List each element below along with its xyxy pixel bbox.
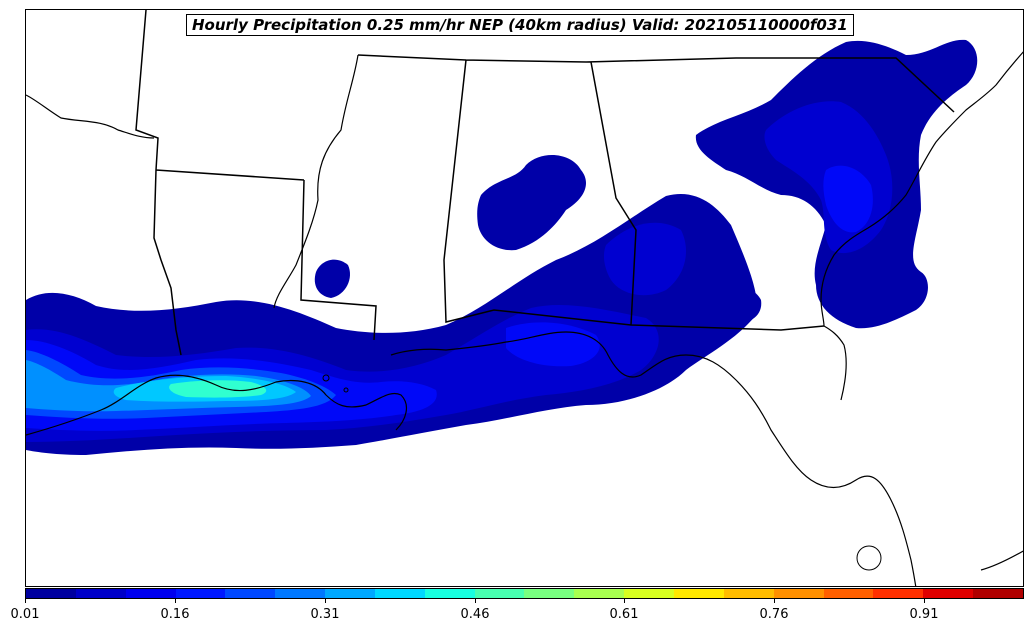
- map-panel: [25, 9, 1024, 587]
- colorbar-segment: [474, 589, 525, 598]
- colorbar-segment: [973, 589, 1023, 598]
- colorbar-segment: [873, 589, 924, 598]
- precip-region-panhandle-level3: [506, 322, 600, 367]
- colorbar-segment: [524, 589, 575, 598]
- coastline-mississippi-river: [26, 54, 359, 309]
- colorbar-tick: [325, 599, 326, 603]
- colorbar-segment: [26, 589, 76, 598]
- precipitation-map: [26, 10, 1023, 586]
- colorbar-segment: [275, 589, 326, 598]
- precip-region-gulf-level7: [169, 380, 267, 398]
- colorbar-tick-label: 0.76: [759, 607, 789, 622]
- colorbar-segment: [673, 589, 724, 598]
- colorbar-segment: [225, 589, 276, 598]
- colorbar-tick: [175, 599, 176, 603]
- coastal-island: [322, 374, 330, 382]
- colorbar-segment: [75, 589, 126, 598]
- colorbar-tick-label: 0.91: [909, 607, 939, 622]
- lake-okeechobee: [856, 545, 882, 571]
- state-borders: [135, 10, 955, 356]
- map-boundaries: [26, 10, 1023, 586]
- precip-region-north-alabama-level2: [603, 222, 686, 296]
- coastline-atlantic: [820, 51, 1023, 571]
- colorbar-segment: [325, 589, 375, 598]
- precip-region-central-alabama: [477, 154, 586, 251]
- colorbar-tick: [924, 599, 925, 603]
- colorbar-segment: [923, 589, 974, 598]
- colorbar: [25, 588, 1024, 599]
- colorbar-tick-label: 0.46: [460, 607, 490, 622]
- coastal-island: [343, 387, 349, 393]
- colorbar-tick: [475, 599, 476, 603]
- colorbar-segment: [125, 589, 176, 598]
- map-title: Hourly Precipitation 0.25 mm/hr NEP (40k…: [186, 14, 854, 36]
- colorbar-tick: [774, 599, 775, 603]
- colorbar-tick-label: 0.31: [310, 607, 340, 622]
- colorbar-segment: [574, 589, 625, 598]
- colorbar-tick-label: 0.01: [10, 607, 40, 622]
- colorbar-tick-label: 0.16: [160, 607, 190, 622]
- precip-region-se-level3: [823, 165, 873, 233]
- colorbar-segment: [773, 589, 824, 598]
- colorbar-tick: [25, 599, 26, 603]
- coastline-gulf: [26, 325, 917, 586]
- colorbar-segment: [624, 589, 674, 598]
- precip-region-mississippi: [314, 259, 351, 298]
- colorbar-segment: [424, 589, 475, 598]
- colorbar-segment: [723, 589, 774, 598]
- precip-contours: [26, 39, 978, 455]
- precip-region-bigbend: [704, 285, 762, 324]
- colorbar-tick: [624, 599, 625, 603]
- colorbar-segment: [175, 589, 226, 598]
- colorbar-segment: [374, 589, 425, 598]
- colorbar-segment: [823, 589, 874, 598]
- colorbar-tick-label: 0.61: [609, 607, 639, 622]
